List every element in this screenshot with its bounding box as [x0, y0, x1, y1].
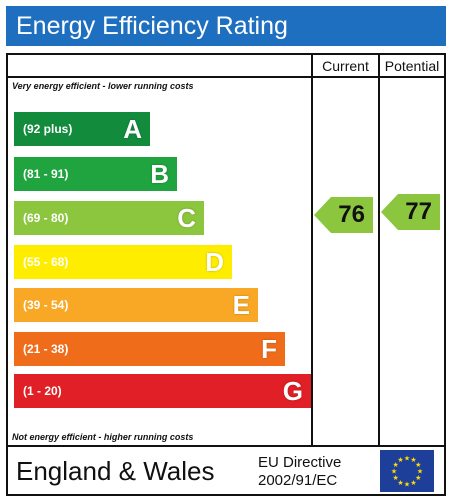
current-rating-arrow: 76: [314, 197, 373, 233]
footer-divider: [6, 445, 446, 447]
band-range-label: (55 - 68): [23, 255, 69, 269]
eu-flag-icon: ★ ★★★★★★★★★★★: [380, 450, 434, 492]
band-range-label: (39 - 54): [23, 298, 69, 312]
column-divider-potential: [378, 53, 380, 445]
flag-background: [380, 450, 434, 492]
band-f: (21 - 38) F: [14, 332, 285, 366]
band-letter: G: [282, 376, 303, 406]
band-letter: D: [205, 247, 224, 277]
potential-rating-value: 77: [405, 198, 432, 225]
flag-star-icon: ★: [391, 468, 397, 476]
band-letter: F: [261, 334, 277, 364]
current-rating-value: 76: [338, 201, 365, 228]
flag-star-icon: ★: [415, 461, 421, 469]
title-bar: Energy Efficiency Rating: [6, 6, 446, 46]
column-divider-current: [311, 53, 313, 445]
band-letter: B: [150, 159, 169, 189]
band-e: (39 - 54) E: [14, 288, 258, 322]
band-range-label: (81 - 91): [23, 167, 69, 181]
header-divider: [6, 76, 446, 78]
footer-region: England & Wales: [16, 456, 215, 486]
column-header-current: Current: [322, 58, 369, 74]
flag-star-icon: ★: [397, 456, 403, 464]
chart-title: Energy Efficiency Rating: [16, 12, 288, 40]
potential-arrow-shape: [381, 194, 440, 230]
band-d: (55 - 68) D: [14, 245, 232, 279]
band-letter: A: [123, 114, 142, 144]
band-letter: C: [177, 203, 196, 233]
directive-line-1: EU Directive: [258, 454, 342, 471]
flag-star-icon: ★: [393, 474, 399, 482]
flag-star-icon: ★: [393, 461, 399, 469]
directive-line-2: 2002/91/EC: [258, 472, 338, 489]
flag-star-icon: ★: [404, 481, 410, 489]
band-range-label: (69 - 80): [23, 211, 69, 225]
flag-star-icon: ★: [417, 468, 423, 476]
flag-star-icon: ★: [397, 479, 403, 487]
flag-star-icon: ★: [415, 474, 421, 482]
flag-star-icon: ★: [404, 455, 410, 463]
column-header-potential: Potential: [384, 58, 440, 74]
band-range-label: (1 - 20): [23, 384, 62, 398]
caption-top: Very energy efficient - lower running co…: [12, 81, 194, 91]
band-range-label: (92 plus): [23, 122, 73, 136]
band-c: (69 - 80) C: [14, 201, 204, 235]
band-g: (1 - 20) G: [14, 374, 311, 408]
band-letter: E: [232, 290, 250, 320]
band-a: (92 plus) A: [14, 112, 150, 146]
rating-frame: [6, 53, 446, 496]
band-range-label: (21 - 38): [23, 342, 69, 356]
caption-bottom: Not energy efficient - higher running co…: [12, 432, 194, 442]
flag-star-icon: ★: [410, 479, 416, 487]
flag-star-icon: ★: [410, 456, 416, 464]
footer-directive: EU Directive 2002/91/EC: [258, 454, 341, 490]
current-arrow-shape: [314, 197, 373, 233]
band-b: (81 - 91) B: [14, 157, 177, 191]
potential-rating-arrow: 77: [381, 194, 440, 230]
